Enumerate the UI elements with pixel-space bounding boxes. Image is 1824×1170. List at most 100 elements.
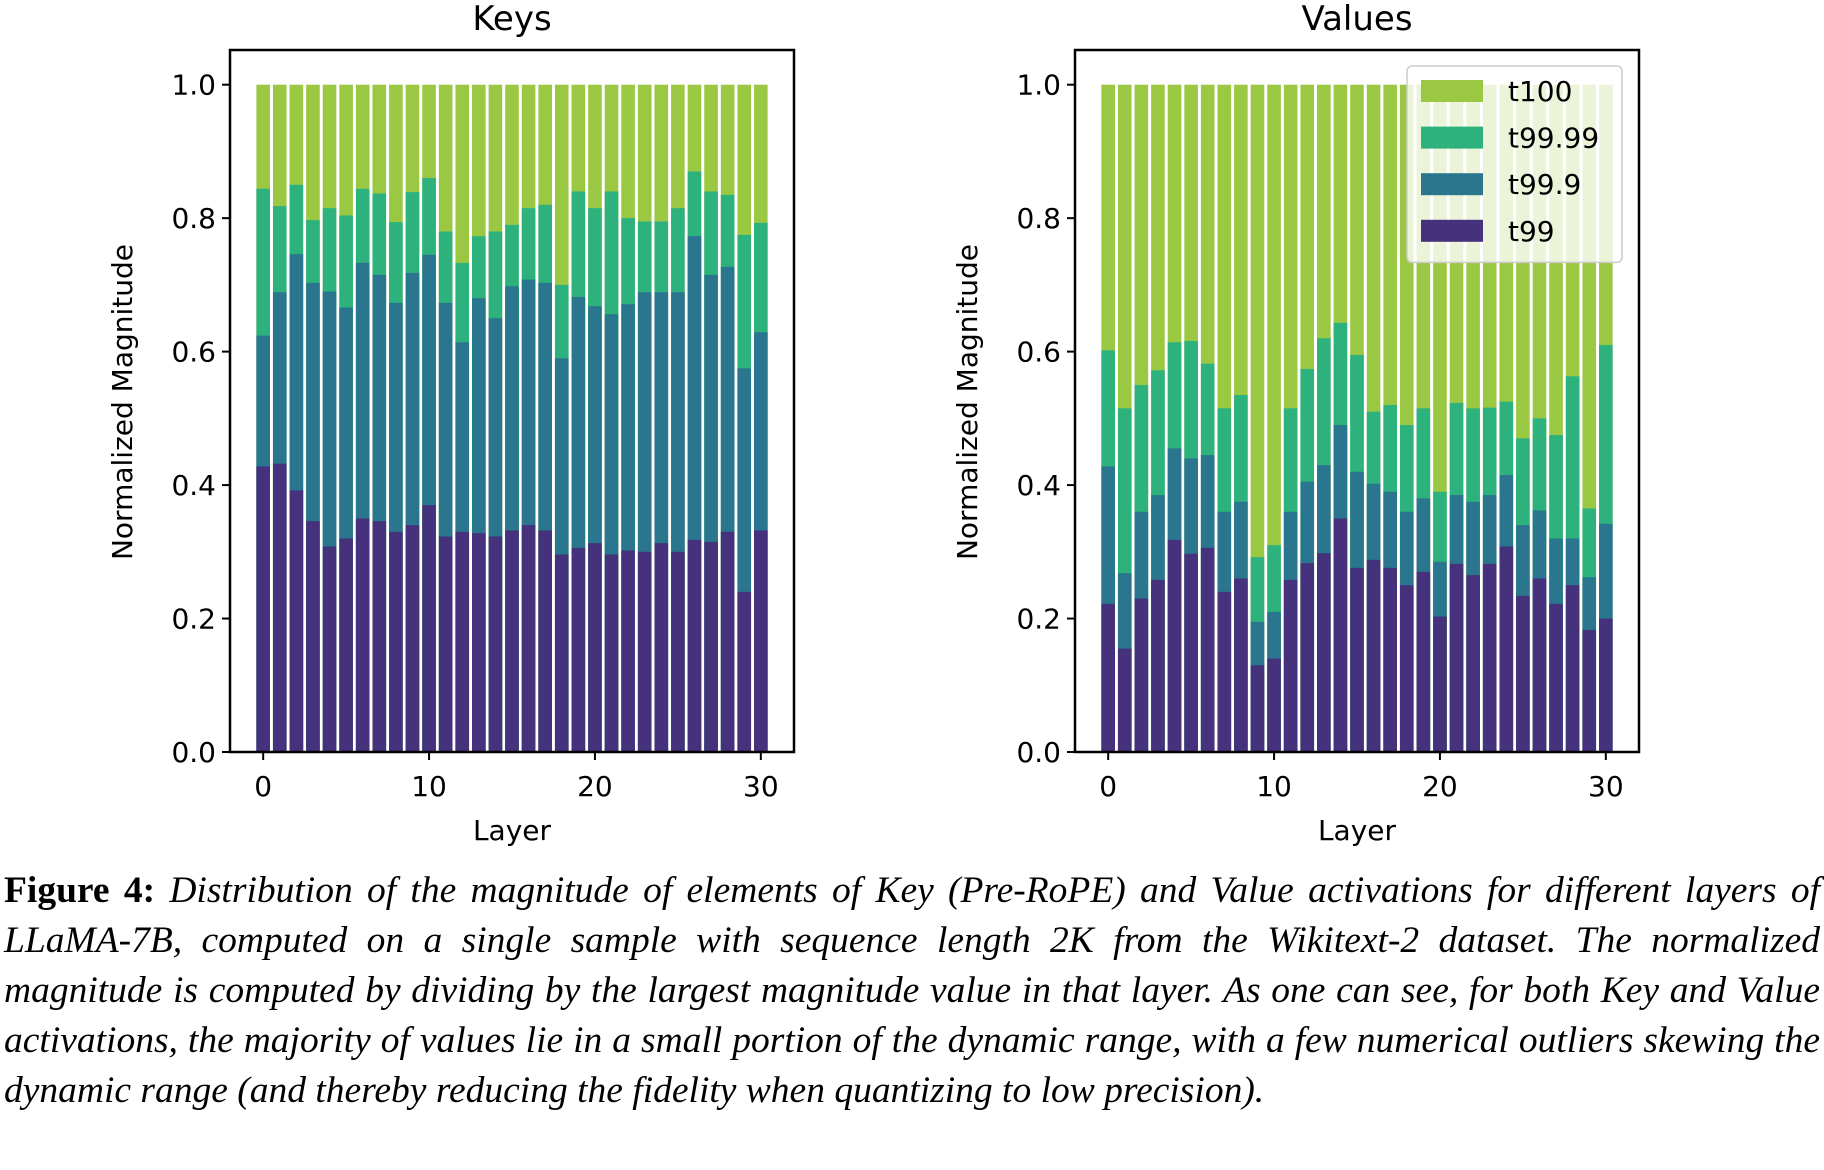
x-tick-label: 10 (411, 770, 447, 803)
bar (654, 543, 669, 752)
chart: Values 0.0 0.2 0.4 0.6 0.8 1.0 0 10 20 30 Layer Norm… (951, 0, 1641, 847)
caption-text: Distribution of the magnitude of element… (4, 870, 1821, 1111)
bar (256, 466, 270, 752)
y-tick-label: 0.2 (1016, 603, 1061, 636)
bar (339, 538, 353, 752)
bar (1482, 563, 1497, 752)
bar (1333, 518, 1348, 752)
x-tick-label: 20 (577, 770, 613, 803)
bar (1383, 567, 1397, 752)
bar (1532, 578, 1547, 752)
legend-label: t100 (1508, 75, 1572, 108)
y-axis-label: Normalized Magnitude (951, 244, 984, 560)
bar (671, 551, 685, 752)
legend-swatch (1421, 173, 1483, 196)
x-tick-label: 30 (743, 770, 779, 803)
bar (604, 554, 619, 752)
bar (1317, 553, 1331, 752)
bar (1350, 567, 1364, 752)
bar (1250, 665, 1265, 752)
y-tick-label: 0.6 (171, 336, 216, 369)
bar (1499, 546, 1514, 752)
x-tick-label: 0 (254, 770, 272, 803)
bar (1134, 598, 1149, 752)
bar (720, 531, 735, 752)
bar (322, 546, 337, 752)
bar (438, 536, 453, 752)
bar (505, 530, 519, 752)
caption-label: Figure 4: (4, 870, 156, 911)
legend-box (1406, 65, 1623, 264)
bar (687, 539, 702, 752)
chart-title: Keys (472, 0, 551, 39)
bar (1599, 618, 1613, 752)
x-axis-label: Layer (1318, 814, 1397, 847)
bar (588, 543, 602, 752)
bar (1217, 591, 1232, 752)
bar (737, 591, 752, 752)
y-tick-label: 0.0 (1016, 736, 1061, 769)
legend-label: t99.99 (1508, 122, 1599, 155)
y-tick-label: 1.0 (1016, 69, 1061, 102)
legend-label: t99 (1508, 215, 1555, 248)
legend-label: t99.9 (1508, 168, 1581, 201)
bar (272, 463, 287, 752)
y-tick-label: 0.4 (1016, 469, 1061, 502)
bar (1565, 585, 1580, 752)
legend: t100 t99.99 t99.9 t99 (1406, 65, 1623, 264)
bar (554, 554, 569, 752)
bar (1283, 579, 1298, 752)
legend-swatch (1421, 219, 1483, 242)
bar (1300, 563, 1315, 752)
bar (472, 533, 486, 752)
plot-frame (228, 48, 796, 754)
legend-swatch (1421, 80, 1483, 102)
bar (1399, 585, 1414, 752)
y-tick-label: 0.4 (171, 469, 216, 502)
bar (1549, 603, 1563, 752)
y-tick-label: 0.2 (171, 603, 216, 636)
bar (455, 531, 470, 752)
bar (1167, 539, 1182, 752)
bar (355, 518, 370, 752)
bar (1151, 579, 1165, 752)
bar (1267, 658, 1281, 752)
bar (1184, 553, 1198, 752)
bar (1366, 559, 1381, 752)
x-tick-label: 0 (1099, 770, 1117, 803)
bar (538, 530, 552, 752)
chart-title: Values (1301, 0, 1412, 39)
bar (488, 536, 503, 752)
bar (754, 530, 768, 752)
bar (306, 521, 320, 752)
bar (405, 525, 420, 752)
y-tick-label: 1.0 (171, 69, 216, 102)
bar (289, 490, 304, 752)
bar (1200, 547, 1215, 752)
bar (1101, 603, 1115, 752)
bar (621, 550, 635, 752)
legend-swatch (1421, 126, 1483, 149)
y-axis-label: Normalized Magnitude (106, 244, 139, 560)
bar (1234, 578, 1248, 752)
bar (1416, 571, 1431, 752)
y-tick-label: 0.6 (1016, 336, 1061, 369)
x-tick-label: 10 (1256, 770, 1292, 803)
bar (1117, 648, 1132, 752)
caption: Figure 4: Distribution of the magnitude … (4, 866, 1820, 1116)
bar (1466, 575, 1480, 752)
bar (571, 547, 586, 752)
x-tick-label: 30 (1588, 770, 1624, 803)
bar (422, 505, 436, 752)
bar (372, 521, 387, 752)
bar (389, 531, 403, 752)
chart: Keys 0.0 0.2 0.4 0.6 0.8 1.0 0 10 20 30 Layer Normal… (106, 0, 796, 847)
x-axis-label: Layer (473, 814, 552, 847)
bar (1582, 629, 1597, 752)
x-tick-label: 20 (1422, 770, 1458, 803)
bar (637, 551, 652, 752)
y-tick-label: 0.8 (171, 202, 216, 235)
bar (1433, 616, 1447, 752)
bar (1449, 563, 1464, 752)
